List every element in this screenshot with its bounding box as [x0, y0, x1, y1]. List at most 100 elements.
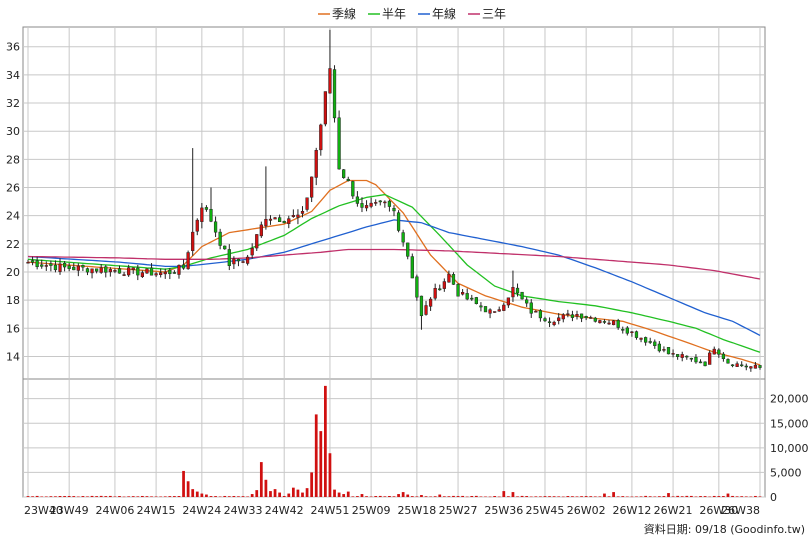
- x-tick-label: 26W02: [567, 504, 606, 517]
- volume-bar: [410, 496, 414, 497]
- volume-bar: [703, 496, 707, 497]
- candle-body: [30, 260, 35, 263]
- volume-bar: [241, 496, 245, 497]
- volume-bar: [653, 496, 657, 497]
- candle-body: [236, 258, 241, 262]
- candle-body: [611, 320, 616, 326]
- volume-bar: [420, 495, 423, 497]
- volume-bar: [639, 496, 643, 497]
- volume-bar: [497, 496, 501, 498]
- candle-body: [364, 205, 369, 209]
- volume-bar: [712, 495, 716, 497]
- volume-bar: [95, 496, 98, 497]
- candle-body: [630, 331, 634, 333]
- volume-bar: [168, 496, 172, 497]
- candle-body: [451, 274, 456, 285]
- volume-bar: [676, 495, 680, 497]
- candle-body: [689, 357, 693, 360]
- candle-body: [538, 310, 543, 319]
- volume-bar: [182, 470, 185, 497]
- price-tick-label: 20: [6, 266, 20, 279]
- volume-bar: [113, 496, 117, 497]
- candle-body: [76, 265, 80, 271]
- candle-body: [502, 304, 506, 311]
- candle-body: [566, 313, 570, 316]
- x-tick-label: 24W42: [265, 504, 304, 517]
- candle-body: [671, 353, 675, 355]
- volume-bar: [246, 496, 249, 497]
- volume-bar: [186, 481, 190, 497]
- volume-bar: [44, 496, 48, 497]
- volume-bar: [163, 496, 167, 497]
- candle-body: [305, 197, 309, 210]
- volume-bar: [301, 492, 304, 497]
- candle-body: [213, 221, 218, 233]
- data-date-credit: 資料日期: 09/18 (Goodinfo.tw): [644, 522, 805, 536]
- volume-bar: [259, 462, 263, 497]
- price-tick-label: 32: [6, 97, 20, 110]
- price-tick-label: 28: [6, 153, 20, 166]
- candle-body: [424, 305, 428, 315]
- volume-bar: [415, 496, 419, 497]
- candle-body: [488, 309, 492, 314]
- volume-bar: [250, 494, 254, 497]
- volume-tick-label: 0: [770, 491, 777, 504]
- volume-bar: [516, 496, 519, 497]
- candle-body: [383, 201, 387, 204]
- candle-body: [602, 321, 607, 323]
- x-tick-label: 25W27: [439, 504, 478, 517]
- candle-body: [685, 355, 689, 358]
- volume-bar: [539, 496, 542, 497]
- candle-body: [730, 364, 735, 367]
- candle-body: [227, 249, 231, 266]
- candle-body: [598, 320, 602, 324]
- candle-body: [314, 149, 318, 178]
- ma-line: [27, 248, 761, 280]
- volume-bar: [278, 492, 281, 497]
- volume-bar: [31, 496, 34, 497]
- volume-bar: [388, 495, 391, 497]
- volume-bar: [35, 495, 39, 497]
- candle-body: [442, 281, 446, 289]
- x-tick-label: 25W18: [397, 504, 436, 517]
- candle-body: [177, 264, 181, 275]
- candle-body: [140, 272, 144, 277]
- candle-body: [369, 202, 373, 207]
- candle-body: [154, 273, 158, 276]
- volume-bar: [470, 495, 474, 497]
- volume-bar: [685, 495, 689, 497]
- candle-body: [410, 256, 414, 279]
- volume-bar: [735, 496, 739, 497]
- candle-body: [657, 343, 661, 352]
- candle-body: [717, 349, 721, 355]
- candle-body: [708, 352, 712, 365]
- candle-body: [351, 181, 355, 197]
- volume-bar: [104, 496, 108, 497]
- volume-bar: [200, 493, 204, 497]
- volume-bar: [145, 496, 149, 497]
- volume-bar: [726, 493, 730, 497]
- volume-bar: [461, 495, 464, 497]
- x-tick-label: 24W06: [95, 504, 134, 517]
- candle-body: [282, 220, 286, 224]
- volume-bar: [232, 496, 236, 497]
- volume-bar: [351, 496, 355, 497]
- volume-bar: [401, 492, 405, 497]
- volume-bar: [502, 491, 506, 497]
- x-tick-label: 23W40: [24, 504, 63, 517]
- candle-body: [323, 91, 327, 125]
- volume-bar: [237, 496, 240, 497]
- volume-bar: [612, 492, 615, 497]
- candle-body: [291, 215, 295, 217]
- volume-axis: 0 5,000 10,000 15,000 20,000: [770, 393, 808, 504]
- x-tick-label: 26W30: [699, 504, 738, 517]
- candle-body: [186, 252, 190, 270]
- candle-body: [44, 265, 48, 267]
- volume-bar: [63, 496, 66, 497]
- volume-bar: [589, 496, 593, 497]
- candle-body: [511, 287, 515, 298]
- candle-body: [525, 299, 529, 304]
- volume-bar: [644, 495, 647, 497]
- candle-body: [40, 264, 44, 267]
